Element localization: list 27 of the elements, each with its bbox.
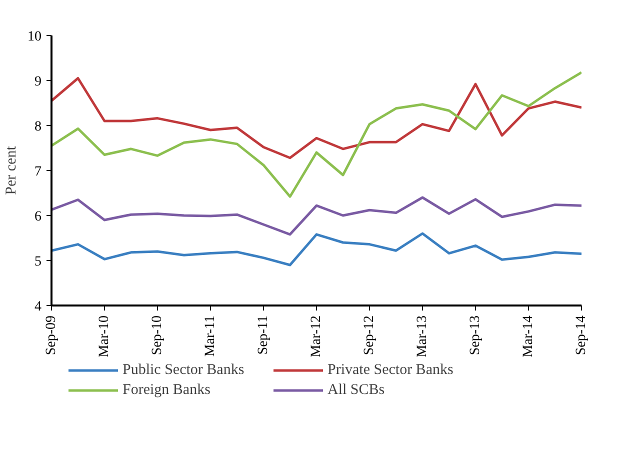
legend-label: Public Sector Banks — [122, 362, 246, 378]
legend-label: All SCBs — [328, 382, 386, 398]
x-tick-label: Mar-12 — [309, 315, 324, 358]
x-tick-label: Sep-14 — [574, 315, 589, 356]
y-tick-label: 9 — [34, 74, 42, 90]
line-series — [52, 196, 582, 236]
legend-label: Foreign Banks — [122, 382, 212, 398]
x-tick-label: Mar-13 — [415, 315, 430, 358]
line-series — [52, 77, 582, 160]
x-tick-label: Sep-10 — [150, 315, 165, 356]
y-axis-title: Per cent — [4, 145, 20, 195]
y-tick-label: 5 — [34, 254, 42, 270]
line-series — [52, 232, 582, 266]
y-tick-label: 6 — [34, 210, 42, 224]
x-tick-label: Sep-13 — [468, 315, 483, 356]
x-tick-label: Mar-11 — [203, 316, 218, 357]
y-tick-label: 7 — [34, 164, 42, 180]
y-tick-label: 4 — [34, 300, 42, 314]
line-series — [52, 71, 582, 198]
x-tick-label: Sep-11 — [256, 315, 271, 355]
x-tick-label: Mar-14 — [521, 315, 536, 358]
y-tick-label: 10 — [28, 30, 42, 44]
x-tick-label: Sep-12 — [362, 315, 377, 356]
y-tick-label: 8 — [34, 120, 42, 134]
x-tick-label: Mar-10 — [97, 315, 112, 358]
x-tick-label: Sep-09 — [44, 315, 59, 356]
legend-label: Private Sector Banks — [328, 362, 454, 378]
